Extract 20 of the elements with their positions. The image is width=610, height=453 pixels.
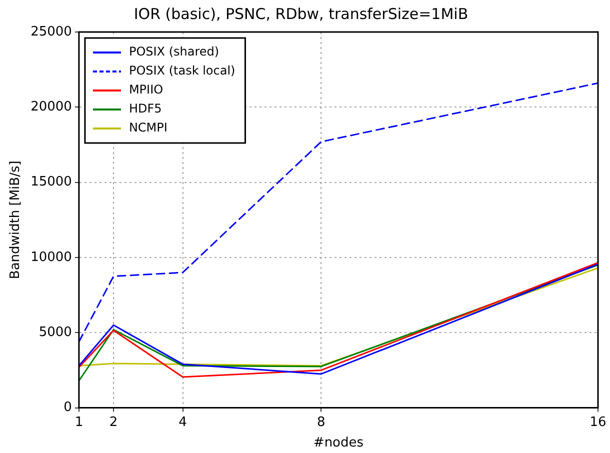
x-tick-label: 8 bbox=[317, 414, 326, 430]
x-tick-label: 1 bbox=[74, 414, 84, 430]
legend-label: MPIIO bbox=[128, 82, 164, 97]
y-tick-label: 20000 bbox=[30, 100, 72, 115]
x-tick-label: 16 bbox=[590, 414, 606, 430]
y-tick-label: 10000 bbox=[30, 250, 72, 265]
y-axis-title: Bandwidth [MiB/s] bbox=[8, 160, 24, 280]
x-tick-label: 4 bbox=[178, 414, 187, 430]
legend-label: NCMPI bbox=[128, 120, 168, 135]
line-series bbox=[78, 82, 598, 342]
y-tick-label: 0 bbox=[64, 400, 72, 416]
legend-label: POSIX (task local) bbox=[128, 64, 236, 78]
y-tick-label: 5000 bbox=[38, 325, 72, 340]
x-axis-title: #nodes bbox=[313, 436, 364, 451]
legend-label: POSIX (shared) bbox=[128, 44, 220, 59]
y-tick-label: 15000 bbox=[30, 174, 72, 190]
x-tick-label: 2 bbox=[109, 414, 118, 430]
chart-title: IOR (basic), PSNC, RDbw, transferSize=1MiB bbox=[134, 4, 468, 23]
legend-label: HDF5 bbox=[128, 102, 162, 116]
y-tick-label: 25000 bbox=[30, 24, 72, 40]
